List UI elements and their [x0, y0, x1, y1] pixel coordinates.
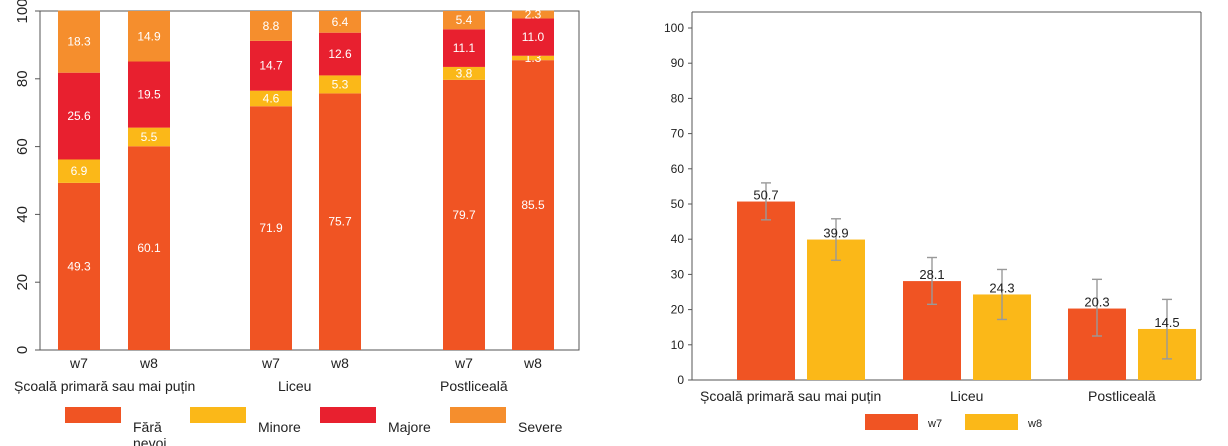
data-label: 5.3	[332, 77, 349, 91]
legend-swatch	[320, 407, 376, 423]
group-label: Școală primară sau mai puțin	[14, 378, 195, 394]
data-label: 8.8	[263, 19, 280, 33]
y-tick-label: 20	[14, 274, 31, 291]
bar-segment	[319, 11, 361, 33]
y-tick-label: 40	[14, 206, 31, 223]
bar-segment	[319, 32, 361, 76]
data-label: 14.5	[1154, 315, 1179, 330]
bar-segment	[58, 72, 100, 160]
bar	[737, 201, 795, 380]
data-label: 18.3	[67, 35, 91, 49]
data-label: 49.3	[67, 259, 91, 273]
x-category-label: Postliceală	[1088, 388, 1156, 404]
data-label: 12.6	[328, 47, 352, 61]
bar-segment	[58, 10, 100, 73]
legend-label: w8	[1027, 418, 1042, 430]
x-tick-label: w7	[261, 355, 280, 371]
legend-swatch	[65, 407, 121, 423]
group-label: Liceu	[278, 378, 311, 394]
y-tick-label: 30	[671, 267, 685, 281]
y-tick-label: 90	[671, 56, 685, 70]
bar-segment	[443, 66, 485, 80]
bar-segment	[58, 159, 100, 183]
data-label: 24.3	[989, 280, 1014, 295]
data-label: 2.3	[525, 8, 542, 22]
data-label: 60.1	[137, 241, 161, 255]
data-label: 39.9	[823, 226, 848, 241]
data-label: 14.7	[259, 59, 283, 73]
legend-swatch	[450, 407, 506, 423]
legend-label: Severe	[518, 419, 563, 435]
data-label: 4.6	[263, 91, 280, 105]
y-tick-label: 0	[14, 346, 31, 354]
bar-segment	[250, 106, 292, 350]
legend-label: Fără	[133, 419, 162, 435]
bar-segment	[128, 11, 170, 62]
x-tick-label: w7	[454, 355, 473, 371]
bar-segment	[58, 182, 100, 350]
data-label: 6.9	[71, 164, 88, 178]
data-label: 28.1	[919, 267, 944, 282]
y-tick-label: 60	[671, 162, 685, 176]
x-tick-label: w8	[330, 355, 349, 371]
bar-segment	[512, 10, 554, 19]
data-label: 3.8	[456, 66, 473, 80]
bar-segment	[250, 40, 292, 91]
y-tick-label: 80	[14, 70, 31, 87]
y-tick-label: 50	[671, 197, 685, 211]
y-tick-label: 100	[14, 0, 31, 24]
y-tick-label: 0	[677, 373, 684, 387]
data-label: 75.7	[328, 215, 352, 229]
bar-segment	[319, 75, 361, 94]
bar-segment	[128, 127, 170, 147]
bar-segment	[250, 90, 292, 107]
legend-label: Majore	[388, 419, 431, 435]
data-label: 14.9	[137, 29, 161, 43]
bar-segment	[512, 18, 554, 56]
bar-segment	[443, 79, 485, 350]
y-tick-label: 70	[671, 127, 685, 141]
data-label: 19.5	[137, 88, 161, 102]
x-category-label: Școală primară sau mai puțin	[700, 388, 881, 404]
bar-segment	[443, 29, 485, 67]
data-label: 50.7	[753, 188, 778, 203]
plot-frame	[39, 10, 580, 351]
bar-segment	[443, 11, 485, 30]
legend-label: nevoi	[133, 435, 166, 446]
bar-segment	[250, 11, 292, 41]
data-label: 5.4	[456, 13, 473, 27]
legend-label: w7	[927, 418, 942, 430]
y-tick-label: 10	[671, 338, 685, 352]
legend-swatch	[865, 414, 918, 430]
y-tick-label: 80	[671, 91, 685, 105]
data-label: 6.4	[332, 15, 349, 29]
bar-segment	[128, 61, 170, 128]
y-tick-label: 40	[671, 232, 685, 246]
x-tick-label: w8	[523, 355, 542, 371]
legend-swatch	[965, 414, 1018, 430]
x-tick-label: w8	[139, 355, 158, 371]
data-label: 11.1	[453, 41, 476, 55]
data-label: 20.3	[1084, 295, 1109, 310]
y-tick-label: 60	[14, 138, 31, 155]
legend-swatch	[190, 407, 246, 423]
data-label: 11.0	[522, 30, 545, 44]
data-label: 79.7	[452, 208, 476, 222]
group-label: Postliceală	[440, 378, 508, 394]
bar-segment	[512, 60, 554, 350]
bar-segment	[512, 55, 554, 61]
legend-label: Minore	[258, 419, 301, 435]
y-tick-label: 100	[664, 21, 684, 35]
bar	[807, 239, 865, 380]
bar-segment	[319, 93, 361, 350]
bar-segment	[128, 146, 170, 350]
data-label: 25.6	[67, 109, 91, 123]
data-label: 71.9	[259, 221, 283, 235]
data-label: 85.5	[521, 198, 545, 212]
y-tick-label: 20	[671, 303, 685, 317]
data-label: 5.5	[141, 130, 158, 144]
x-tick-label: w7	[69, 355, 88, 371]
x-category-label: Liceu	[950, 388, 983, 404]
